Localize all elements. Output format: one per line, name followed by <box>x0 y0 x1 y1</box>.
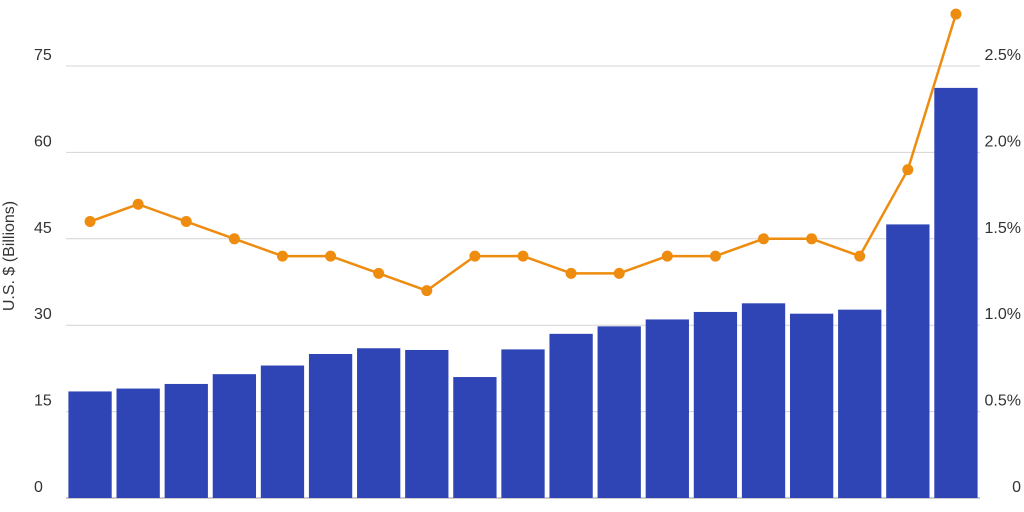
right-axis-ticks: 0 0.5% 1.0% 1.5% 2.0% 2.5% <box>985 47 1022 496</box>
line-point <box>902 164 914 176</box>
bar <box>164 383 208 498</box>
line-point <box>228 233 240 245</box>
y-tick-label: 30 <box>34 306 52 323</box>
line-point <box>709 250 721 262</box>
line-point <box>758 233 770 245</box>
line-point <box>180 216 192 228</box>
line-point <box>517 250 529 262</box>
left-axis-ticks: 0 15 30 45 60 75 <box>34 47 52 496</box>
y-tick-label: 45 <box>34 220 52 237</box>
y-tick-label: 75 <box>34 47 52 64</box>
line-point <box>325 250 337 262</box>
line-point <box>950 8 962 20</box>
line-point <box>373 267 385 279</box>
y2-tick-label: 1.5% <box>985 220 1021 237</box>
bar <box>549 333 593 498</box>
y-tick-label: 60 <box>34 133 52 150</box>
bar <box>357 348 401 498</box>
y2-tick-label: 0.5% <box>985 393 1021 410</box>
y-tick-label: 15 <box>34 393 52 410</box>
bar <box>453 377 497 498</box>
line-point <box>469 250 481 262</box>
bar <box>308 354 353 498</box>
bar <box>405 349 449 498</box>
y2-tick-label: 1.0% <box>985 306 1021 323</box>
bar <box>645 319 689 498</box>
bar <box>693 311 738 498</box>
line-point <box>613 267 625 279</box>
line-point <box>565 267 577 279</box>
line-point <box>421 285 433 297</box>
line-point <box>84 216 96 228</box>
bar <box>501 349 545 498</box>
y2-tick-label: 0 <box>1012 479 1021 496</box>
bar <box>597 326 641 498</box>
line-point <box>854 250 866 262</box>
bar <box>741 303 786 498</box>
y2-tick-label: 2.5% <box>985 47 1021 64</box>
y-axis-title: U.S. $ (Billions) <box>1 201 18 311</box>
line-point <box>806 233 818 245</box>
bar <box>68 391 112 498</box>
line-point <box>276 250 288 262</box>
line-point <box>132 198 144 210</box>
bar-series <box>68 87 978 498</box>
bar <box>934 87 978 498</box>
bar <box>260 365 305 498</box>
y-tick-label: 0 <box>34 479 43 496</box>
line-point <box>661 250 673 262</box>
bar <box>789 313 834 498</box>
line-series <box>84 8 962 297</box>
bar <box>838 309 882 498</box>
bar <box>886 224 930 498</box>
y2-tick-label: 2.0% <box>985 133 1021 150</box>
bar <box>116 388 160 498</box>
bar <box>212 374 257 498</box>
